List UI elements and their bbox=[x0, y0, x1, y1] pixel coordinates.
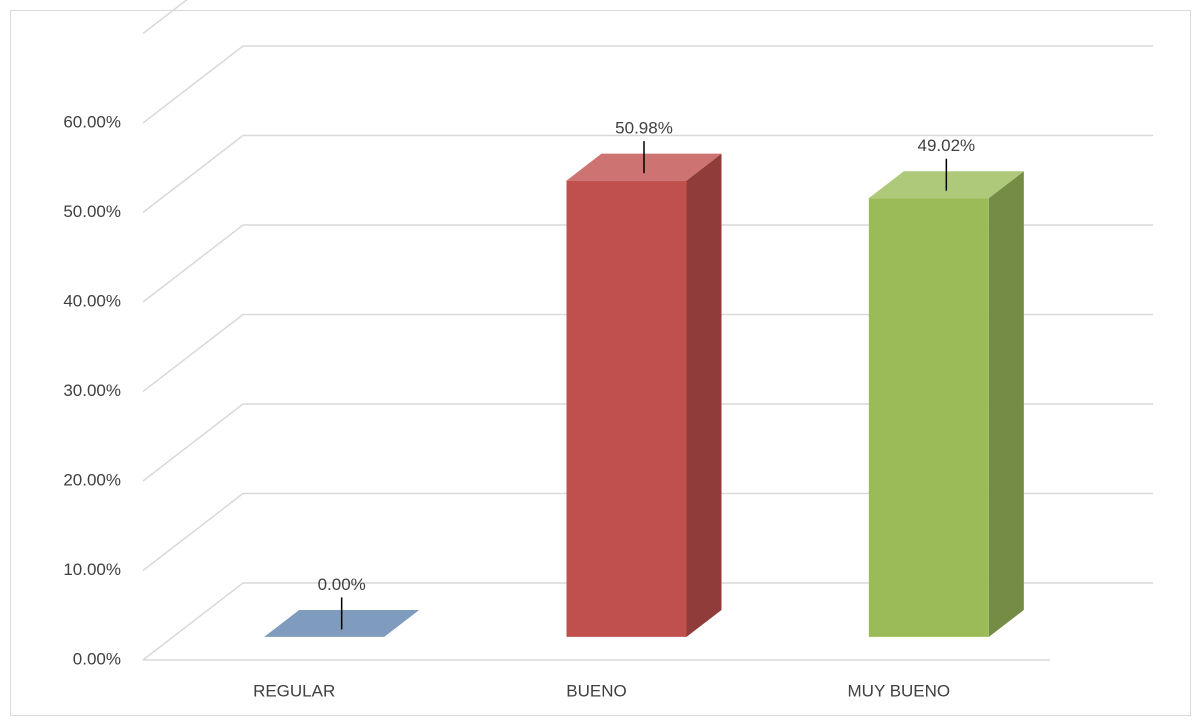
x-tick-label: MUY BUENO bbox=[848, 681, 951, 700]
x-tick-label: BUENO bbox=[566, 681, 626, 700]
value-label: 49.02% bbox=[917, 136, 975, 155]
y-tick-label: 40.00% bbox=[63, 291, 121, 310]
y-tick-label: 60.00% bbox=[63, 112, 121, 131]
value-label: 50.98% bbox=[615, 119, 673, 138]
y-tick-label: 10.00% bbox=[63, 560, 121, 579]
grid-line bbox=[142, 313, 244, 393]
grid-line bbox=[142, 224, 244, 303]
bar-side bbox=[988, 171, 1024, 637]
grid-line bbox=[142, 45, 244, 124]
bar-front bbox=[868, 198, 989, 637]
value-label: 0.00% bbox=[318, 575, 366, 594]
grid-line bbox=[142, 582, 244, 661]
wall-top bbox=[142, 0, 188, 35]
grid-line bbox=[142, 492, 244, 572]
grid-line bbox=[142, 134, 244, 214]
grid-line bbox=[142, 403, 244, 482]
y-tick-label: 30.00% bbox=[63, 381, 121, 400]
chart-border bbox=[10, 10, 1191, 716]
bar-side bbox=[686, 153, 722, 637]
bar-front bbox=[566, 180, 687, 637]
y-tick-label: 20.00% bbox=[63, 470, 121, 489]
y-tick-label: 50.00% bbox=[63, 202, 121, 221]
x-tick-label: REGULAR bbox=[253, 681, 335, 700]
y-tick-label: 0.00% bbox=[73, 649, 121, 668]
